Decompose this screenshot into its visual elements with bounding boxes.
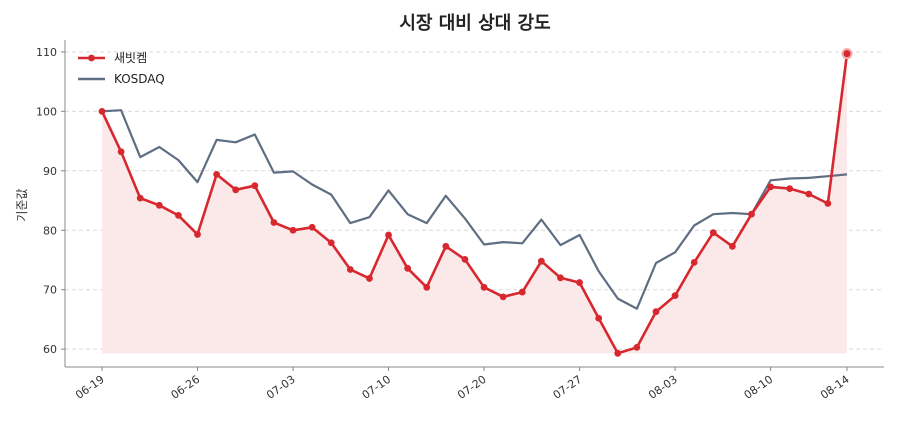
data-point bbox=[385, 231, 392, 239]
data-point bbox=[690, 258, 698, 266]
data-point bbox=[327, 239, 335, 247]
data-point bbox=[251, 182, 259, 190]
y-tick-label: 100 bbox=[36, 105, 57, 118]
data-point bbox=[461, 255, 469, 263]
x-tick-label: 08-03 bbox=[646, 373, 680, 402]
data-point bbox=[308, 223, 316, 231]
x-tick-label: 07-27 bbox=[551, 373, 585, 402]
data-point bbox=[748, 210, 755, 218]
data-point bbox=[480, 283, 488, 291]
data-point bbox=[805, 190, 813, 198]
data-point bbox=[117, 148, 125, 156]
chart-title: 시장 대비 상대 강도 bbox=[399, 13, 550, 34]
data-point bbox=[824, 200, 832, 207]
data-point bbox=[557, 274, 564, 282]
x-tick-label: 07-03 bbox=[264, 373, 298, 402]
series-lines bbox=[98, 48, 853, 357]
x-tick-label: 08-14 bbox=[818, 373, 852, 402]
data-point bbox=[346, 266, 354, 273]
data-point bbox=[614, 349, 622, 357]
data-point bbox=[155, 201, 163, 209]
data-point bbox=[194, 231, 201, 238]
x-tick-label: 06-19 bbox=[73, 373, 107, 402]
y-tick-label: 70 bbox=[43, 284, 57, 297]
data-point bbox=[595, 314, 603, 322]
data-point bbox=[366, 275, 373, 282]
area-fill bbox=[102, 53, 847, 354]
legend-marker bbox=[88, 54, 95, 62]
y-tick-label: 80 bbox=[43, 224, 57, 237]
data-point bbox=[270, 219, 278, 226]
data-point bbox=[671, 292, 679, 300]
y-tick-label: 60 bbox=[43, 343, 57, 356]
y-tick-label: 110 bbox=[36, 46, 57, 59]
data-point bbox=[576, 279, 583, 286]
x-tick-label: 07-10 bbox=[360, 373, 394, 402]
x-tick-label: 06-26 bbox=[169, 373, 203, 402]
data-point bbox=[709, 229, 717, 237]
series-area-fill bbox=[102, 53, 847, 354]
data-point bbox=[728, 242, 736, 250]
data-point bbox=[442, 242, 450, 250]
y-tick-label: 90 bbox=[43, 165, 57, 178]
data-point bbox=[786, 185, 794, 193]
data-point bbox=[423, 283, 431, 291]
data-point bbox=[232, 186, 240, 194]
data-point bbox=[98, 107, 106, 115]
data-point bbox=[136, 194, 144, 202]
data-point bbox=[537, 257, 545, 265]
data-point bbox=[404, 264, 412, 272]
data-point bbox=[175, 211, 182, 219]
data-point bbox=[518, 288, 526, 296]
y-axis-label: 기준값 bbox=[15, 188, 29, 221]
data-point bbox=[841, 48, 853, 60]
data-point bbox=[289, 226, 297, 234]
data-point bbox=[767, 183, 774, 191]
series-line bbox=[100, 53, 849, 355]
legend-label: KOSDAQ bbox=[114, 72, 165, 86]
x-tick-label: 07-20 bbox=[455, 373, 489, 402]
legend: 새빗켐 KOSDAQ bbox=[78, 51, 165, 86]
legend-label: 새빗켐 bbox=[114, 51, 147, 65]
data-point bbox=[213, 170, 221, 178]
series-line bbox=[101, 109, 848, 310]
data-point bbox=[652, 308, 660, 316]
data-point bbox=[499, 293, 507, 301]
data-point bbox=[633, 343, 641, 351]
x-tick-label: 08-10 bbox=[742, 373, 776, 402]
